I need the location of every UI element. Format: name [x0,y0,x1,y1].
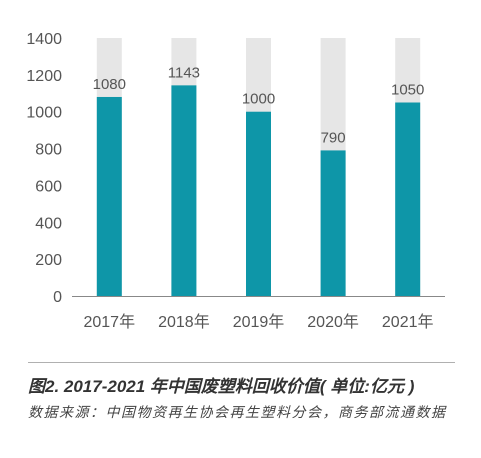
data-label: 1050 [391,82,424,99]
bar-chart: 1080 1143 1000 790 1050 0 200 400 600 800 1000 120… [26,31,445,331]
x-tick-label: 2017年 [83,313,135,331]
data-label: 1000 [242,91,275,108]
bar [96,96,122,296]
bar [171,85,197,297]
y-tick-label: 1400 [26,31,62,48]
caption-divider [28,362,455,363]
y-tick-label: 1000 [26,105,62,122]
x-tick-label: 2018年 [158,313,210,331]
figure-caption-source: 数据来源：中国物资再生协会再生塑料分会，商务部流通数据 [28,404,447,420]
x-axis: 2017年 2018年 2019年 2020年 2021年 [72,296,445,331]
bar [395,102,421,296]
data-bars [96,85,421,297]
y-tick-label: 0 [53,289,62,306]
y-tick-label: 200 [35,252,62,269]
bar [246,111,271,296]
y-tick-label: 800 [35,142,62,159]
data-label: 1080 [93,76,126,93]
figure-caption-title: 图2. 2017-2021 年中国废塑料回收价值( 单位:亿元 ) [28,377,415,396]
data-label: 1143 [168,64,200,81]
data-label: 790 [321,129,346,146]
x-tick-label: 2021年 [382,313,434,331]
y-tick-label: 600 [35,178,62,195]
bar [320,150,346,296]
x-tick-label: 2019年 [233,313,285,331]
y-axis: 0 200 400 600 800 1000 1200 1400 [26,31,62,306]
data-labels: 1080 1143 1000 790 1050 [93,64,425,146]
x-tick-label: 2020年 [307,313,359,331]
y-tick-label: 400 [35,215,62,232]
y-tick-label: 1200 [26,68,62,85]
